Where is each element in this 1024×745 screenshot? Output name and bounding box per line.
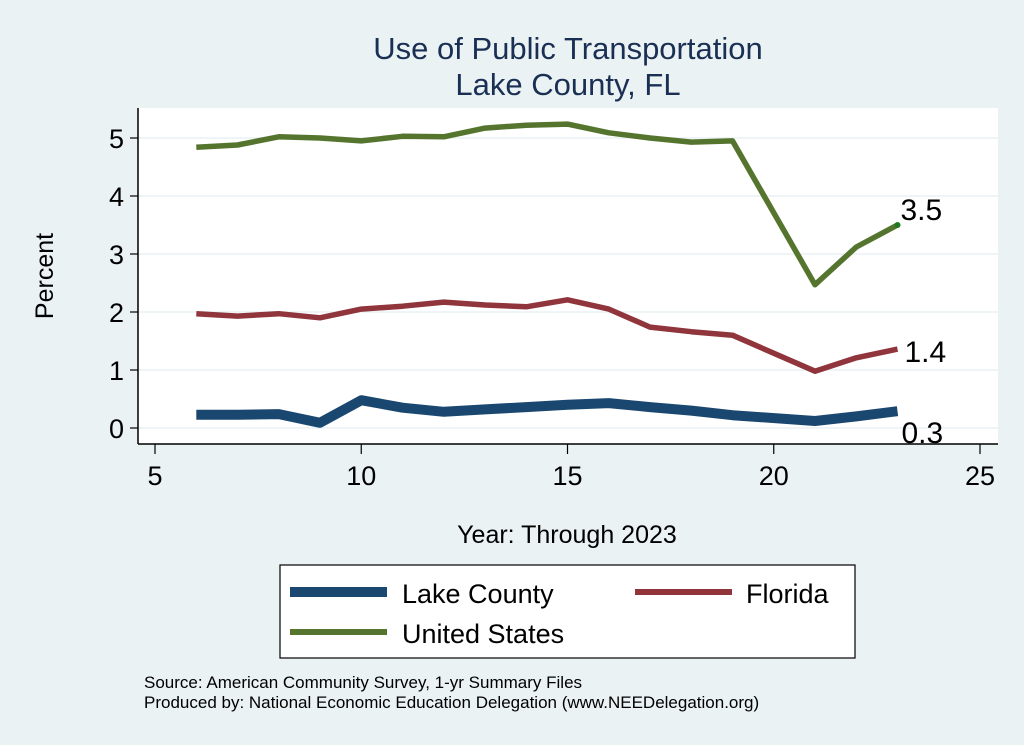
end-marker-united-states — [894, 222, 901, 228]
plot-area — [138, 108, 998, 444]
source-note: Source: American Community Survey, 1-yr … — [144, 673, 582, 692]
legend-label-united-states: United States — [402, 619, 564, 649]
x-tick-label: 25 — [965, 461, 995, 491]
legend-box — [279, 564, 856, 659]
y-tick-label: 5 — [109, 124, 124, 154]
legend-label-florida: Florida — [746, 579, 830, 609]
x-axis-title: Year: Through 2023 — [457, 521, 677, 549]
y-tick-label: 1 — [109, 356, 124, 386]
legend-label-lake-county: Lake County — [402, 579, 554, 609]
produced-by-note: Produced by: National Economic Education… — [144, 693, 759, 712]
end-labels: 3.5 1.4 0.3 — [901, 194, 947, 450]
y-tick-label: 3 — [109, 240, 124, 270]
chart-title: Use of Public Transportation — [373, 31, 762, 66]
y-tick-label: 4 — [109, 182, 124, 212]
y-tick-label: 2 — [109, 298, 124, 328]
end-label-florida: 1.4 — [905, 336, 947, 369]
chart-subtitle: Lake County, FL — [455, 67, 680, 102]
end-label-lake-county: 0.3 — [902, 417, 944, 450]
x-tick-label: 15 — [552, 461, 582, 491]
end-label-united-states: 3.5 — [901, 194, 943, 227]
y-axis-title: Percent — [31, 233, 59, 319]
x-tick-label: 10 — [346, 461, 376, 491]
x-tick-label: 20 — [759, 461, 789, 491]
series-lines — [196, 121, 901, 428]
legend: Lake County Florida United States — [279, 564, 856, 659]
y-tick-label: 0 — [109, 414, 124, 444]
axes: 0 1 2 3 4 5 5 10 15 20 25 — [109, 108, 998, 491]
x-tick-label: 5 — [147, 461, 162, 491]
